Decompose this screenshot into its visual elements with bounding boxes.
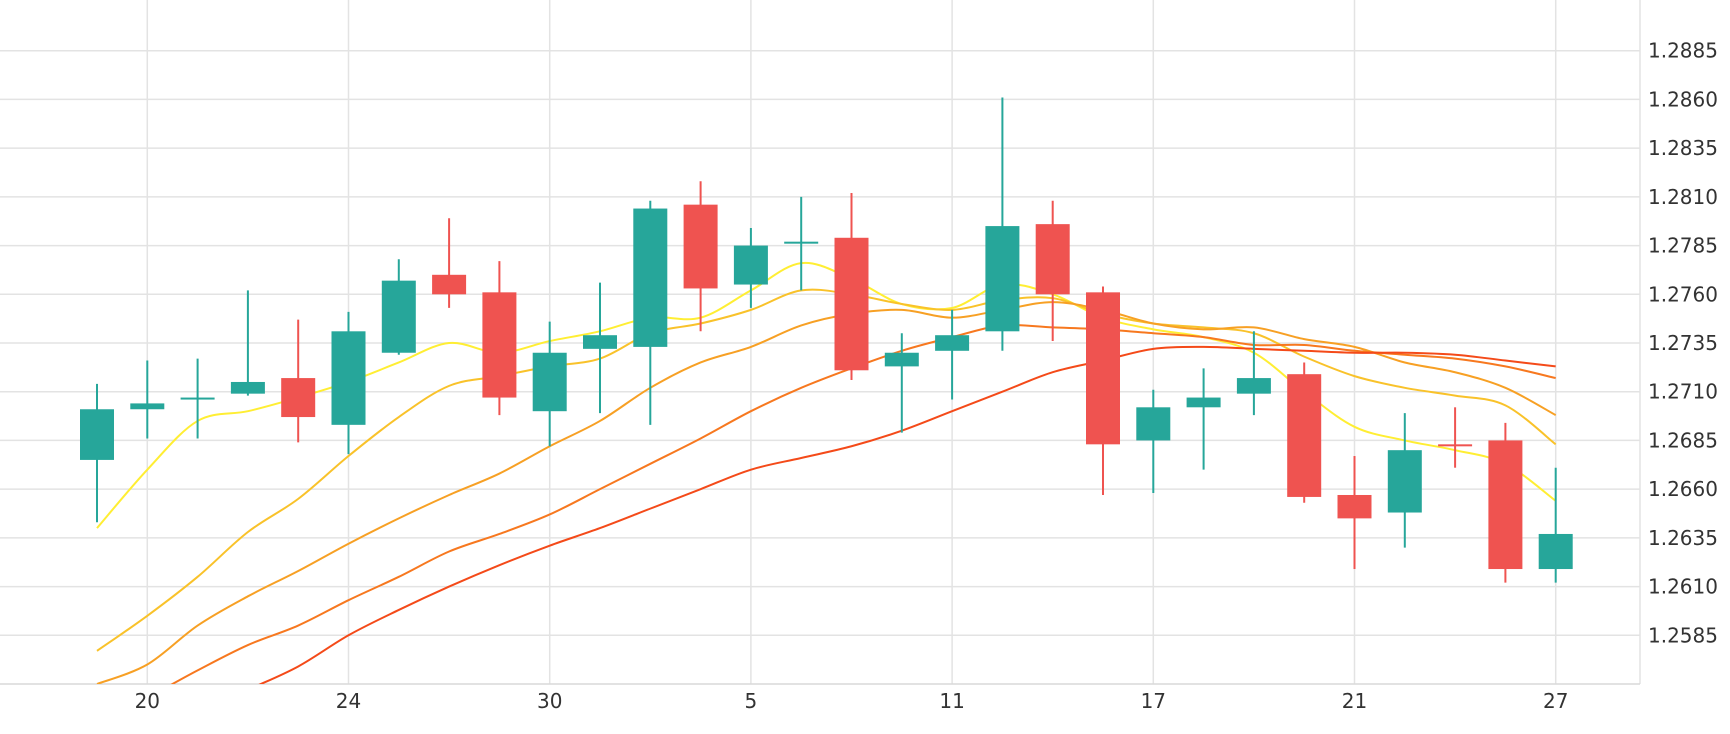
candle-body [834,237,869,371]
candle [935,309,970,400]
y-tick-label: 1.2885 [1648,39,1718,63]
ma-line-2 [96,288,1557,652]
ma-line-5 [258,345,1556,684]
x-tick-label: 20 [135,689,160,713]
candle [1538,467,1573,583]
candle-body [1438,444,1473,447]
candle [1035,200,1070,342]
y-tick-label: 1.2585 [1648,623,1718,647]
candle [1337,456,1372,570]
candle [281,319,316,443]
y-tick-label: 1.2735 [1648,331,1718,355]
candle [532,321,567,447]
candle-body [1538,533,1573,570]
candle-body [985,226,1020,332]
candle-body [1236,378,1271,394]
candle [1086,286,1120,495]
x-tick-label: 5 [745,689,758,713]
y-tick-label: 1.2635 [1648,526,1718,550]
candle-body [1086,292,1120,445]
candle [80,383,114,523]
x-tick-label: 21 [1342,689,1367,713]
candle-body [733,245,768,285]
candle-body [482,292,517,398]
candle-body [1035,224,1070,295]
candle [1186,368,1221,470]
candle [1387,413,1422,548]
candle [432,218,467,308]
candle-body [1287,374,1322,497]
candle [180,358,215,439]
candle [633,200,668,425]
x-tick-label: 27 [1543,689,1568,713]
candles [80,97,1573,583]
candle-body [633,208,668,347]
ma-line-3 [96,301,1557,684]
candle [733,228,768,308]
candle-body [281,378,316,418]
y-tick-label: 1.2835 [1648,136,1718,160]
candle [130,360,165,439]
candle-body [180,397,215,400]
candle-body [583,335,617,349]
candle [884,333,919,433]
candle [1287,362,1322,503]
y-tick-label: 1.2760 [1648,282,1718,306]
candle-body [1337,494,1372,519]
x-tick-label: 24 [336,689,361,713]
candle-body [1136,407,1171,441]
x-tick-label: 11 [939,689,964,713]
moving-average-lines [96,261,1557,684]
candle-body [1387,450,1422,513]
candle [1136,389,1171,494]
candle-body [683,204,718,289]
candle-body [532,352,567,412]
candle [583,282,617,414]
candle-body [935,335,970,351]
candle [834,192,869,381]
candle [381,259,416,355]
x-tick-label: 17 [1141,689,1166,713]
ma-line-4 [170,323,1556,684]
candle [230,290,265,396]
candle [784,196,819,291]
candle-body [1488,440,1523,570]
candle [482,261,517,416]
y-tick-label: 1.2685 [1648,428,1718,452]
axes: 1.2585 1.2610 1.2635 1.2660 1.2685 1.2710 1.27… [135,39,1718,713]
candle-body [1186,397,1221,408]
candle-body [381,280,416,353]
candle-body [784,241,819,244]
candle [1488,422,1523,583]
candle-body [230,381,265,394]
y-tick-label: 1.2610 [1648,575,1718,599]
candle-body [884,352,919,367]
candle [331,311,366,455]
candle [1438,407,1473,468]
x-tick-label: 30 [537,689,562,713]
y-tick-label: 1.2710 [1648,380,1718,404]
y-tick-label: 1.2810 [1648,185,1718,209]
ma-line-1 [96,261,1557,529]
candle-body [331,331,366,425]
candle [1236,331,1271,416]
candle-body [432,274,467,295]
y-tick-label: 1.2860 [1648,87,1718,111]
candle-body [80,409,114,460]
gridlines [0,0,1641,685]
candle [683,181,718,332]
y-tick-label: 1.2785 [1648,234,1718,258]
candle [985,97,1020,351]
candle-body [130,403,165,410]
y-tick-label: 1.2660 [1648,477,1718,501]
